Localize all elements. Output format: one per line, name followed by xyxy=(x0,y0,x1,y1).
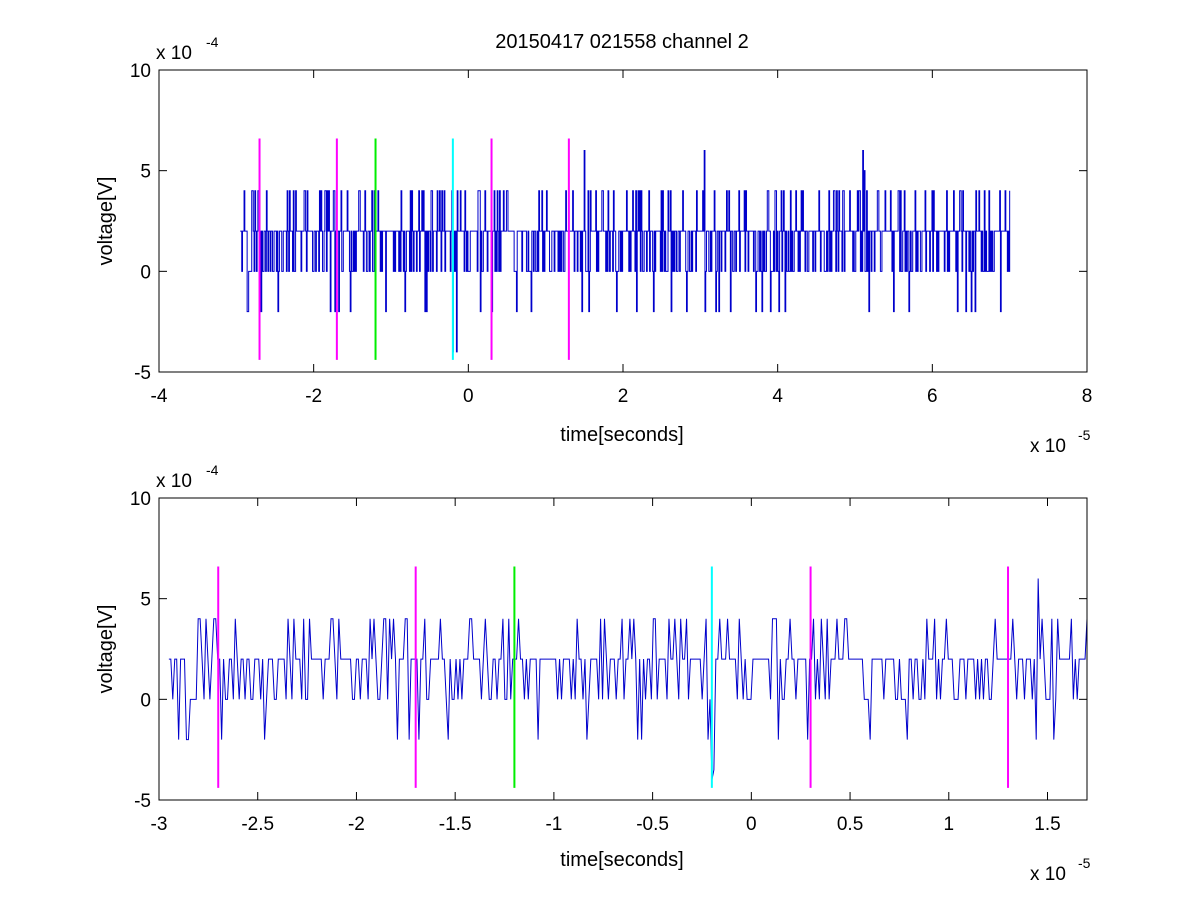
top-x-tick-label: -4 xyxy=(151,386,168,407)
bottom-y-tick-label: 5 xyxy=(140,590,151,611)
bottom-x-scale-base: x 10 xyxy=(1030,864,1066,885)
top-signal-group xyxy=(240,150,1011,353)
bottom-x-tick-label: 1 xyxy=(943,814,954,835)
bottom-x-ticks: -3 -2.5 -2 -1.5 -1 -0.5 0 0.5 1 1.5 xyxy=(151,498,1061,835)
bottom-y-tick-label: -5 xyxy=(134,791,151,812)
top-y-scale-base: x 10 xyxy=(156,43,192,64)
bottom-x-tick-label: -0.5 xyxy=(636,814,669,835)
top-y-tick-label: 10 xyxy=(130,61,151,82)
top-x-scale-exponent: -5 xyxy=(1078,427,1091,443)
bottom-signal-line xyxy=(168,578,1088,780)
bottom-y-scale-base: x 10 xyxy=(156,471,192,492)
bottom-x-tick-label: 1.5 xyxy=(1034,814,1060,835)
top-x-tick-label: 6 xyxy=(927,386,938,407)
top-x-tick-label: 2 xyxy=(618,386,629,407)
top-y-tick-label: 5 xyxy=(140,162,151,183)
top-y-ticks: -5 0 5 10 xyxy=(130,61,1087,384)
top-y-axis-label: voltage[V] xyxy=(95,177,117,266)
top-x-scale-label: x 10 -5 xyxy=(1030,427,1091,457)
top-signal-line xyxy=(240,150,1011,353)
top-x-tick-label: -2 xyxy=(305,386,322,407)
bottom-y-tick-label: 10 xyxy=(130,489,151,510)
top-marker-group xyxy=(258,138,570,360)
top-y-tick-label: -5 xyxy=(134,363,151,384)
bottom-axes-box xyxy=(158,497,1088,801)
bottom-x-tick-label: -1 xyxy=(545,814,562,835)
bottom-x-tick-label: 0.5 xyxy=(837,814,863,835)
chart-title: 20150417 021558 channel 2 xyxy=(495,31,749,53)
top-y-scale-exponent: -4 xyxy=(206,34,219,50)
bottom-x-tick-label: 0 xyxy=(746,814,757,835)
top-x-scale-base: x 10 xyxy=(1030,436,1066,457)
top-x-tick-label: 0 xyxy=(463,386,474,407)
bottom-x-tick-label: -2.5 xyxy=(241,814,274,835)
top-y-tick-label: 0 xyxy=(140,262,151,283)
bottom-marker-group xyxy=(217,566,1010,788)
bottom-x-axis-label: time[seconds] xyxy=(560,849,683,871)
bottom-subplot: -3 -2.5 -2 -1.5 -1 -0.5 0 0.5 1 1.5 -5 0 5 10 time[s… xyxy=(95,462,1091,885)
bottom-y-scale-label: x 10 -4 xyxy=(156,462,219,492)
top-x-tick-label: 4 xyxy=(772,386,783,407)
bottom-x-scale-exponent: -5 xyxy=(1078,855,1091,871)
bottom-x-tick-label: -2 xyxy=(348,814,365,835)
bottom-signal-group xyxy=(168,578,1088,780)
bottom-y-tick-label: 0 xyxy=(140,690,151,711)
top-x-ticks: -4 -2 0 2 4 6 8 xyxy=(151,70,1093,407)
bottom-y-scale-exponent: -4 xyxy=(206,462,219,478)
top-subplot: 20150417 021558 channel 2 -4 -2 0 2 4 6 8 -5 0 5… xyxy=(95,31,1092,457)
bottom-x-scale-label: x 10 -5 xyxy=(1030,855,1091,885)
top-x-tick-label: 8 xyxy=(1082,386,1093,407)
bottom-y-axis-label: voltage[V] xyxy=(95,605,117,694)
bottom-x-tick-label: -1.5 xyxy=(439,814,472,835)
bottom-x-tick-label: -3 xyxy=(151,814,168,835)
top-x-axis-label: time[seconds] xyxy=(560,424,683,446)
top-y-scale-label: x 10 -4 xyxy=(156,34,219,64)
bottom-y-ticks: -5 0 5 10 xyxy=(130,489,1087,812)
